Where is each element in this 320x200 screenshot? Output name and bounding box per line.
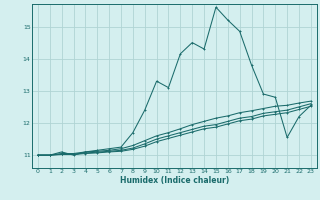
X-axis label: Humidex (Indice chaleur): Humidex (Indice chaleur) (120, 176, 229, 185)
